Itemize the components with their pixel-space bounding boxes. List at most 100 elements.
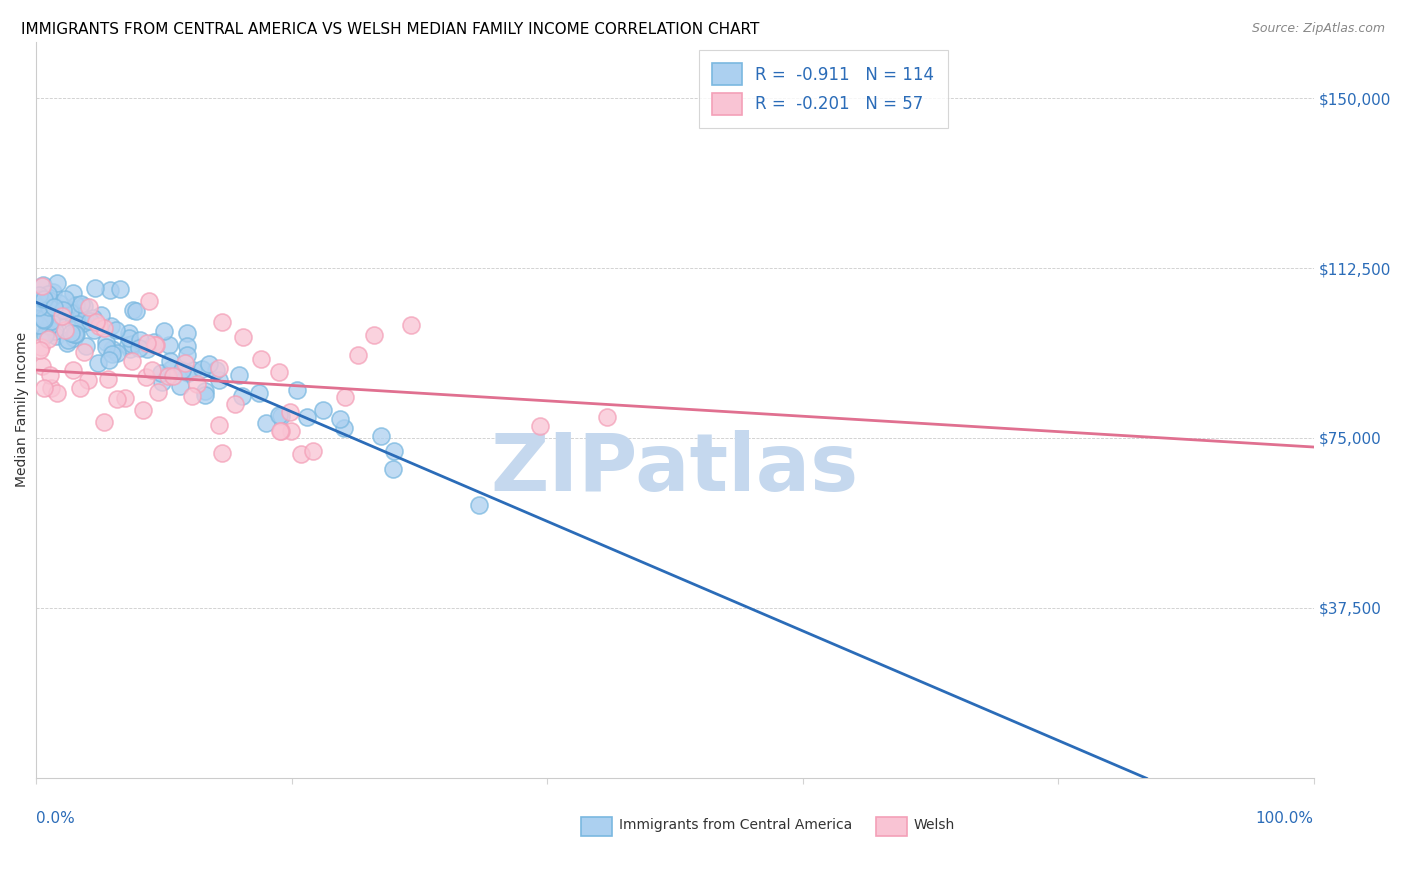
Point — [297, 410, 319, 425]
Point — [335, 390, 357, 404]
Point — [48, 303, 70, 318]
Point — [93, 321, 115, 335]
Point — [28, 288, 51, 302]
Point — [31, 279, 53, 293]
Point — [270, 409, 292, 424]
Point — [94, 335, 117, 350]
Point — [131, 403, 153, 417]
Text: 100.0%: 100.0% — [1256, 811, 1313, 826]
Point — [63, 327, 86, 342]
Point — [207, 417, 229, 432]
Point — [177, 367, 200, 381]
Point — [31, 277, 53, 292]
Point — [176, 326, 198, 341]
Point — [94, 340, 117, 354]
Point — [194, 384, 217, 398]
Point — [75, 339, 97, 353]
Point — [370, 428, 392, 442]
Point — [28, 294, 51, 309]
Point — [117, 338, 139, 352]
Point — [82, 310, 104, 325]
Point — [280, 425, 302, 439]
Point — [45, 386, 67, 401]
Point — [101, 342, 124, 356]
Text: Welsh: Welsh — [914, 818, 955, 831]
Point — [70, 297, 93, 311]
Point — [145, 337, 167, 351]
Point — [197, 358, 219, 372]
Point — [42, 285, 65, 300]
Point — [32, 293, 55, 308]
Point — [232, 330, 254, 344]
Point — [69, 382, 91, 396]
Point — [66, 317, 89, 331]
Point — [174, 356, 197, 370]
Point — [30, 340, 52, 354]
Point — [159, 362, 181, 376]
Point — [138, 294, 160, 309]
Point — [285, 384, 308, 398]
Point — [121, 336, 143, 351]
Point — [157, 368, 180, 383]
Point — [97, 372, 120, 386]
Point — [41, 314, 63, 328]
Point — [90, 308, 112, 322]
Text: IMMIGRANTS FROM CENTRAL AMERICA VS WELSH MEDIAN FAMILY INCOME CORRELATION CHART: IMMIGRANTS FROM CENTRAL AMERICA VS WELSH… — [21, 22, 759, 37]
Point — [83, 323, 105, 337]
Point — [180, 389, 202, 403]
Point — [278, 404, 301, 418]
Point — [121, 302, 143, 317]
Y-axis label: Median Family Income: Median Family Income — [15, 332, 30, 487]
Point — [30, 292, 52, 306]
Point — [269, 408, 291, 422]
Point — [45, 311, 67, 326]
Point — [121, 354, 143, 368]
Point — [46, 301, 69, 316]
Point — [228, 368, 250, 382]
Point — [176, 339, 198, 353]
Point — [128, 334, 150, 348]
Point — [207, 373, 229, 387]
Point — [27, 318, 49, 332]
Point — [329, 412, 352, 426]
Point — [190, 362, 212, 376]
Point — [27, 291, 49, 305]
Point — [290, 447, 312, 461]
Point — [45, 277, 67, 291]
Point — [135, 370, 157, 384]
Point — [38, 318, 60, 333]
Point — [59, 305, 82, 319]
Text: Immigrants from Central America: Immigrants from Central America — [619, 818, 852, 831]
Point — [48, 296, 70, 310]
Point — [267, 365, 290, 379]
Point — [142, 335, 165, 350]
Point — [31, 311, 53, 326]
Point — [332, 421, 354, 435]
Point — [194, 388, 217, 402]
Point — [157, 338, 180, 352]
Point — [208, 360, 231, 375]
Point — [596, 410, 619, 425]
Point — [62, 317, 84, 331]
Point — [231, 389, 253, 403]
Point — [44, 324, 66, 338]
Point — [51, 303, 73, 318]
Point — [150, 367, 173, 381]
Point — [55, 336, 77, 351]
Point — [32, 313, 55, 327]
Point — [269, 425, 291, 439]
Point — [49, 310, 72, 324]
Point — [37, 332, 59, 346]
Point — [31, 310, 53, 325]
Point — [32, 292, 55, 306]
Point — [63, 326, 86, 341]
Point — [62, 285, 84, 300]
Point — [104, 323, 127, 337]
Point — [105, 392, 128, 406]
Text: ZIPatlas: ZIPatlas — [491, 430, 859, 508]
Point — [84, 314, 107, 328]
Point — [114, 391, 136, 405]
Point — [302, 444, 325, 458]
Point — [468, 498, 491, 512]
Point — [45, 329, 67, 343]
